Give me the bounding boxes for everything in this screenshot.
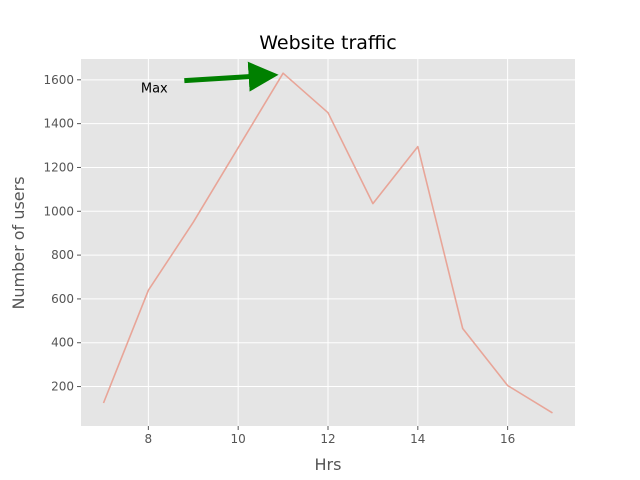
x-tick-label: 8 [145,432,153,446]
chart-title: Website traffic [259,32,397,54]
y-tick-label: 1600 [43,73,74,87]
x-axis-title: Hrs [315,455,342,474]
axis-ticks: 8 10 12 14 16 200 400 600 800 1000 1200 1400 1600 [43,73,515,446]
annotation: Max [141,61,279,97]
annotation-arrow [184,61,279,92]
y-tick-label: 800 [51,248,74,262]
x-tick-label: 10 [231,432,246,446]
y-tick-label: 1400 [43,117,74,131]
annotation-label: Max [141,82,168,97]
y-tick-label: 600 [51,292,74,306]
y-tick-label: 400 [51,336,74,350]
x-tick-label: 12 [320,432,335,446]
y-tick-label: 1000 [43,204,74,218]
series-layer [102,72,553,414]
x-tick-label: 16 [500,432,515,446]
grid-lines [81,59,575,426]
y-axis-title: Number of users [9,176,28,309]
series-line [102,72,553,414]
y-tick-label: 1200 [43,160,74,174]
x-tick-label: 14 [410,432,425,446]
y-tick-label: 200 [51,380,74,394]
